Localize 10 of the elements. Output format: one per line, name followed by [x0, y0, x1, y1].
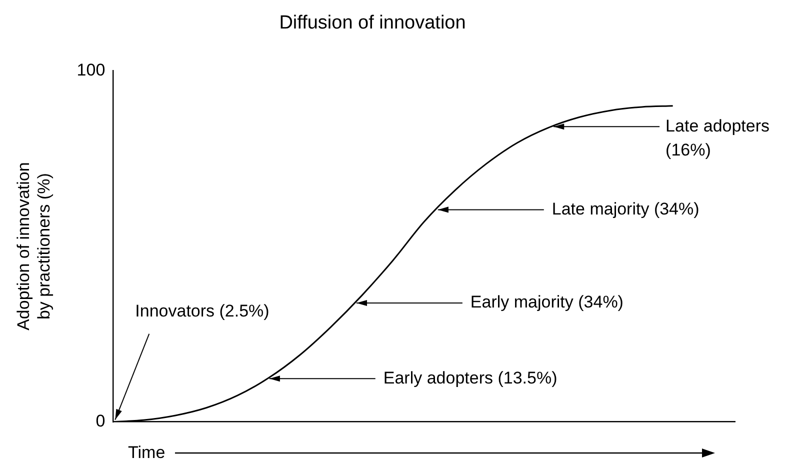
annotation: Early adopters (13.5%): [383, 368, 558, 388]
annotation: Late adopters (16%): [666, 116, 770, 160]
annotation: Innovators (2.5%): [135, 301, 270, 320]
y-tick-label: 0: [96, 411, 106, 430]
x-axis-title: Time: [128, 443, 166, 463]
y-axis-title: Adoption of innovation by practitioners (%): [14, 162, 54, 330]
annotation: Early majority (34%): [470, 292, 624, 312]
y-tick-label: 100: [76, 60, 106, 80]
chart-title: Diffusion of innovation: [279, 12, 466, 34]
annotation: Late majority (34%): [552, 199, 700, 218]
